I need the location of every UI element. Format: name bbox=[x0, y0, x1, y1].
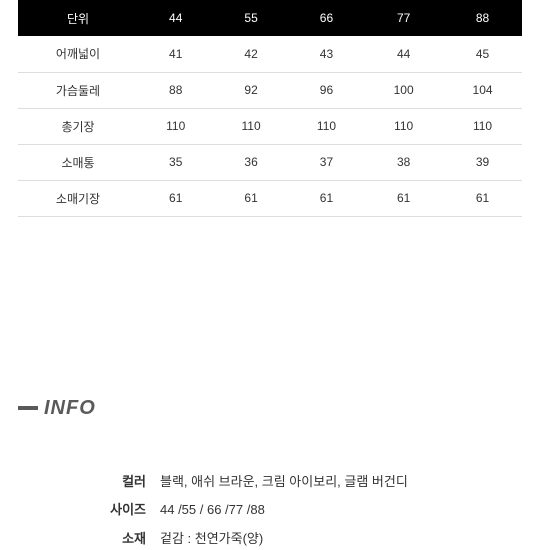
row-label: 가슴둘레 bbox=[18, 72, 138, 108]
cell-value: 110 bbox=[289, 108, 364, 144]
cell-value: 61 bbox=[213, 180, 288, 216]
cell-value: 39 bbox=[443, 144, 522, 180]
row-label: 소매기장 bbox=[18, 180, 138, 216]
cell-value: 45 bbox=[443, 36, 522, 72]
cell-value: 43 bbox=[289, 36, 364, 72]
size-col-77: 77 bbox=[364, 0, 443, 36]
cell-value: 37 bbox=[289, 144, 364, 180]
cell-value: 92 bbox=[213, 72, 288, 108]
cell-value: 36 bbox=[213, 144, 288, 180]
size-col-88: 88 bbox=[443, 0, 522, 36]
cell-value: 110 bbox=[443, 108, 522, 144]
info-section: INFO 컬러블랙, 애쉬 브라운, 크림 아이보리, 글램 버건디사이즈44 … bbox=[0, 397, 540, 550]
info-label: 사이즈 bbox=[76, 500, 146, 521]
cell-value: 42 bbox=[213, 36, 288, 72]
table-row: 총기장110110110110110 bbox=[18, 108, 522, 144]
info-row: 소재겉감 : 천연가죽(양) bbox=[76, 529, 522, 550]
info-value: 44 /55 / 66 /77 /88 bbox=[146, 500, 265, 521]
info-label: 컬러 bbox=[76, 472, 146, 493]
cell-value: 96 bbox=[289, 72, 364, 108]
cell-value: 104 bbox=[443, 72, 522, 108]
size-col-55: 55 bbox=[213, 0, 288, 36]
size-col-label: 단위 bbox=[18, 0, 138, 36]
cell-value: 61 bbox=[289, 180, 364, 216]
table-row: 어깨넓이4142434445 bbox=[18, 36, 522, 72]
table-row: 소매기장6161616161 bbox=[18, 180, 522, 216]
row-label: 소매통 bbox=[18, 144, 138, 180]
size-table-body: 어깨넓이4142434445가슴둘레889296100104총기장1101101… bbox=[18, 36, 522, 216]
info-value: 겉감 : 천연가죽(양) bbox=[146, 529, 263, 550]
table-row: 소매통3536373839 bbox=[18, 144, 522, 180]
info-heading: INFO bbox=[18, 397, 522, 420]
row-label: 어깨넓이 bbox=[18, 36, 138, 72]
size-table: 단위4455667788 어깨넓이4142434445가슴둘레889296100… bbox=[18, 0, 522, 217]
cell-value: 38 bbox=[364, 144, 443, 180]
info-row: 사이즈44 /55 / 66 /77 /88 bbox=[76, 500, 522, 521]
cell-value: 41 bbox=[138, 36, 213, 72]
cell-value: 35 bbox=[138, 144, 213, 180]
cell-value: 44 bbox=[364, 36, 443, 72]
cell-value: 100 bbox=[364, 72, 443, 108]
info-list: 컬러블랙, 애쉬 브라운, 크림 아이보리, 글램 버건디사이즈44 /55 /… bbox=[18, 472, 522, 550]
cell-value: 110 bbox=[364, 108, 443, 144]
cell-value: 110 bbox=[138, 108, 213, 144]
info-row: 컬러블랙, 애쉬 브라운, 크림 아이보리, 글램 버건디 bbox=[76, 472, 522, 493]
cell-value: 61 bbox=[364, 180, 443, 216]
cell-value: 61 bbox=[443, 180, 522, 216]
cell-value: 110 bbox=[213, 108, 288, 144]
table-row: 가슴둘레889296100104 bbox=[18, 72, 522, 108]
info-label: 소재 bbox=[76, 529, 146, 550]
cell-value: 88 bbox=[138, 72, 213, 108]
cell-value: 61 bbox=[138, 180, 213, 216]
size-col-66: 66 bbox=[289, 0, 364, 36]
row-label: 총기장 bbox=[18, 108, 138, 144]
size-col-44: 44 bbox=[138, 0, 213, 36]
info-value: 블랙, 애쉬 브라운, 크림 아이보리, 글램 버건디 bbox=[146, 472, 408, 493]
size-table-header: 단위4455667788 bbox=[18, 0, 522, 36]
